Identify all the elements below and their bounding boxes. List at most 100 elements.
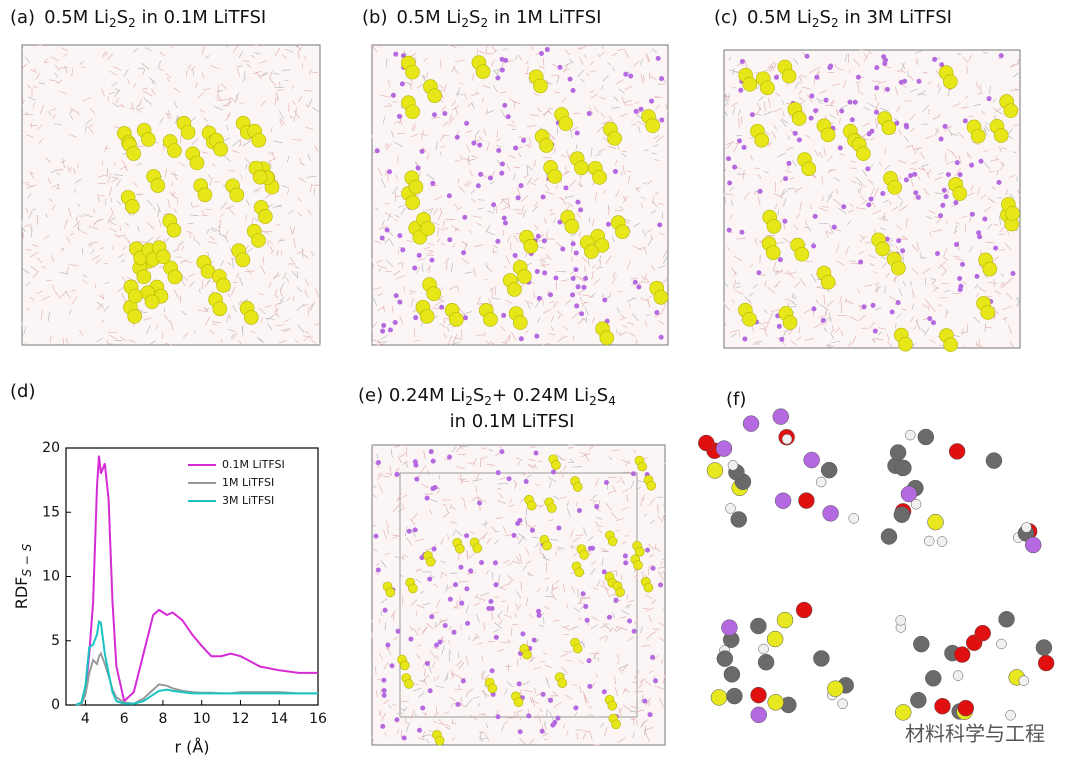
solvent-bond <box>468 635 471 641</box>
solvent-bond <box>636 693 638 700</box>
solvent-bond <box>26 84 31 89</box>
solvent-bond <box>545 238 555 240</box>
li-ion <box>776 323 782 329</box>
solvent-bond <box>496 138 501 142</box>
solvent-bond <box>542 652 547 655</box>
solvent-bond <box>871 338 876 343</box>
solvent-bond <box>533 92 540 97</box>
solvent-bond <box>534 160 536 167</box>
atom <box>715 440 733 457</box>
solvent-bond <box>847 209 854 213</box>
solvent-bond <box>549 711 554 721</box>
solvent-bond <box>987 281 998 284</box>
li-ion <box>1010 270 1016 276</box>
solvent-bond <box>544 676 549 682</box>
solvent-bond <box>614 687 619 697</box>
solvent-bond <box>896 312 902 319</box>
solvent-bond <box>528 572 531 577</box>
solvent-bond <box>633 60 640 67</box>
solvent-bond <box>457 552 460 561</box>
solvent-bond <box>994 290 1001 295</box>
solvent-bond <box>635 339 638 345</box>
solvent-bond <box>988 198 995 203</box>
solvent-bond <box>939 263 948 272</box>
panel-title: (c) 0.5M Li2S2 in 3M LiTFSI <box>714 7 952 30</box>
solvent-bond <box>436 675 440 680</box>
solvent-bond <box>430 574 436 578</box>
li-ion <box>861 304 867 310</box>
solvent-bond <box>166 77 171 83</box>
solvent-bond <box>384 238 390 244</box>
li-ion <box>732 164 738 170</box>
solvent-bond <box>153 235 161 243</box>
solvent-bond <box>889 296 899 302</box>
li-ion <box>647 712 653 718</box>
solvent-bond <box>173 87 181 93</box>
solvent-bond <box>652 144 659 147</box>
solvent-bond <box>273 274 281 279</box>
solvent-bond <box>476 222 483 226</box>
solvent-bond <box>723 281 729 288</box>
solvent-bond <box>313 187 316 196</box>
solvent-bond <box>928 210 936 214</box>
solvent-bond <box>61 47 68 52</box>
solvent-bond <box>597 148 606 153</box>
solvent-bond <box>124 222 130 227</box>
solvent-bond <box>414 162 418 167</box>
solvent-bond <box>150 340 157 345</box>
solvent-bond <box>267 323 273 331</box>
solvent-bond <box>51 204 56 211</box>
solvent-bond <box>393 636 398 641</box>
solvent-bond <box>410 599 418 606</box>
atom <box>923 535 935 547</box>
solvent-bond <box>481 690 490 697</box>
solvent-bond <box>508 98 518 104</box>
solvent-bond <box>392 101 399 103</box>
solvent-bond <box>164 169 167 178</box>
solvent-bond <box>596 126 603 134</box>
li-ion <box>496 147 502 153</box>
li-ion <box>539 728 545 734</box>
li-ion <box>493 634 499 640</box>
solvent-bond <box>544 577 550 580</box>
solvent-bond <box>640 297 649 302</box>
solvent-bond <box>662 609 666 613</box>
solvent-bond <box>1000 162 1005 171</box>
solvent-bond <box>449 114 452 121</box>
solvent-bond <box>416 83 424 89</box>
li-ion <box>900 248 906 254</box>
solvent-bond <box>126 79 131 85</box>
sulfur <box>607 131 622 146</box>
solvent-bond <box>482 97 484 103</box>
solvent-bond <box>647 298 651 308</box>
solvent-bond <box>504 720 508 725</box>
solvent-bond <box>52 113 57 119</box>
solvent-bond <box>799 278 806 287</box>
solvent-bond <box>658 320 664 325</box>
solvent-bond <box>977 286 986 293</box>
solvent-bond <box>619 314 625 318</box>
solvent-bond <box>548 333 556 336</box>
li-ion <box>927 316 933 322</box>
solvent-bond <box>633 690 644 693</box>
solvent-bond <box>524 329 529 334</box>
solvent-bond <box>989 158 1000 162</box>
atom <box>721 619 738 636</box>
solvent-bond <box>553 702 562 708</box>
solvent-bond <box>571 256 573 262</box>
solvent-bond <box>795 213 801 220</box>
li-ion <box>574 130 580 136</box>
solvent-bond <box>191 138 199 145</box>
sulfur <box>487 683 498 694</box>
solvent-bond <box>220 201 228 210</box>
li-ion <box>505 114 511 120</box>
solvent-bond <box>446 724 451 728</box>
solvent-bond <box>37 124 43 131</box>
solvent-bond <box>542 553 548 562</box>
sulfur <box>607 700 618 711</box>
li-ion <box>953 242 959 248</box>
solvent-bond <box>516 457 523 461</box>
sulfur <box>766 218 782 234</box>
solvent-bond <box>31 208 36 211</box>
li-ion <box>375 567 381 573</box>
